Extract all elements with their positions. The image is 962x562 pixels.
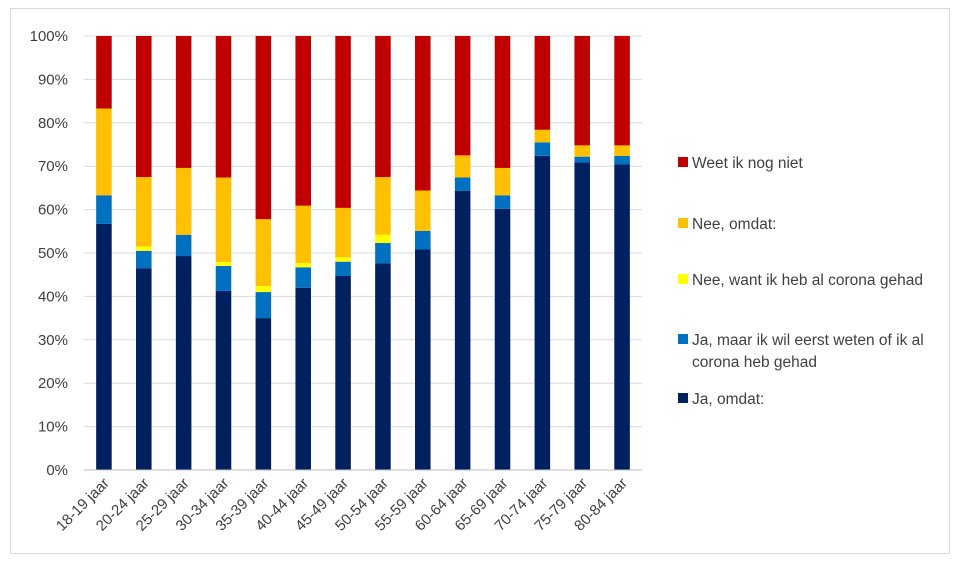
bar-segment: [335, 257, 351, 262]
bar-segment: [175, 234, 192, 257]
bar-segment: [255, 285, 272, 293]
bar-segment: [614, 36, 630, 146]
bar-segment: [534, 129, 551, 143]
bar-segment: [375, 234, 391, 244]
y-tick-label: 20%: [38, 375, 68, 392]
legend-label: Weet ik nog niet: [692, 155, 804, 172]
y-axis: 0% 10% 20% 30% 40% 50% 60% 70% 80% 90% 100%: [30, 28, 68, 479]
bar-segment: [375, 36, 391, 178]
bar-segment: [215, 266, 232, 291]
bar-segment: [295, 267, 311, 288]
bar-segment: [215, 290, 232, 470]
legend-label: Nee, want ik heb al corona gehad: [692, 272, 923, 289]
bar-segment: [335, 261, 351, 277]
bar-segment: [375, 263, 391, 470]
bar-segment: [375, 243, 391, 264]
bar-segment: [96, 36, 112, 109]
legend-swatch: [678, 157, 688, 167]
y-tick-label: 0%: [46, 462, 68, 479]
bar-segment: [136, 36, 152, 178]
bar-segment: [614, 145, 630, 156]
bar-segment: [175, 36, 192, 168]
bar-segment: [295, 36, 311, 206]
bar-segment: [136, 250, 152, 269]
y-tick-label: 40%: [38, 288, 68, 305]
bar-segment: [136, 177, 152, 247]
bar-segment: [494, 195, 511, 209]
bar-segment: [136, 268, 152, 470]
bar-segment: [454, 36, 471, 156]
bar-segment: [255, 318, 272, 470]
bar-segment: [614, 155, 630, 165]
bar-segment: [255, 219, 272, 286]
bar-segment: [335, 207, 351, 258]
bar-segment: [96, 223, 112, 470]
y-tick-label: 90%: [38, 71, 68, 88]
bar-segment: [614, 164, 630, 471]
bar-segment: [136, 246, 152, 251]
bar-segment: [335, 276, 351, 470]
legend-label: corona heb gehad: [692, 354, 817, 371]
bar-segment: [335, 36, 351, 208]
bar-segment: [534, 36, 551, 130]
gridlines: [84, 35, 642, 471]
y-tick-label: 100%: [30, 28, 68, 45]
bar-segment: [494, 167, 511, 196]
bar-segment: [415, 249, 431, 470]
bar-segment: [96, 195, 112, 224]
bar-segment: [96, 108, 112, 196]
legend-swatch: [678, 393, 688, 403]
bar-segment: [494, 36, 511, 168]
bar-segment: [215, 177, 232, 263]
bar-segment: [415, 190, 431, 231]
bar-segment: [574, 162, 590, 470]
y-tick-label: 60%: [38, 202, 68, 219]
bar-segment: [375, 177, 391, 235]
bar-segment: [295, 262, 311, 268]
bar-segment: [255, 36, 272, 220]
bar-segment: [415, 230, 431, 250]
bar-segment: [454, 155, 471, 178]
legend-label: Ja, maar ik wil eerst weten of ik al: [692, 332, 924, 349]
bar-segment: [255, 292, 272, 319]
y-tick-label: 70%: [38, 158, 68, 175]
bar-segment: [215, 36, 232, 178]
legend-swatch: [678, 334, 688, 344]
bar-segment: [534, 142, 551, 156]
bar-segment: [175, 256, 192, 470]
bar-segment: [215, 262, 232, 267]
bar-segment: [494, 208, 511, 470]
bar-segment: [295, 205, 311, 263]
y-tick-label: 30%: [38, 332, 68, 349]
bar-segment: [534, 155, 551, 470]
bar-segment: [175, 167, 192, 235]
chart-frame: 0% 10% 20% 30% 40% 50% 60% 70% 80% 90% 100% 18-19 …: [10, 8, 950, 554]
legend: Weet ik nog niet Nee, omdat: Nee, want ik …: [678, 155, 924, 408]
bar-segment: [295, 287, 311, 470]
bar-segment: [454, 177, 471, 191]
legend-swatch: [678, 274, 688, 284]
y-tick-label: 50%: [38, 245, 68, 262]
bar-segment: [574, 156, 590, 163]
bar-segment: [574, 36, 590, 146]
bar-segment: [574, 145, 590, 157]
y-tick-label: 10%: [38, 419, 68, 436]
bar-segment: [415, 36, 431, 191]
bars: [96, 36, 630, 471]
y-tick-label: 80%: [38, 115, 68, 132]
legend-label: Nee, omdat:: [692, 216, 776, 233]
stacked-bar-chart: 0% 10% 20% 30% 40% 50% 60% 70% 80% 90% 100% 18-19 …: [30, 28, 924, 535]
bar-segment: [454, 190, 471, 471]
legend-label: Ja, omdat:: [692, 391, 764, 408]
legend-swatch: [678, 218, 688, 228]
